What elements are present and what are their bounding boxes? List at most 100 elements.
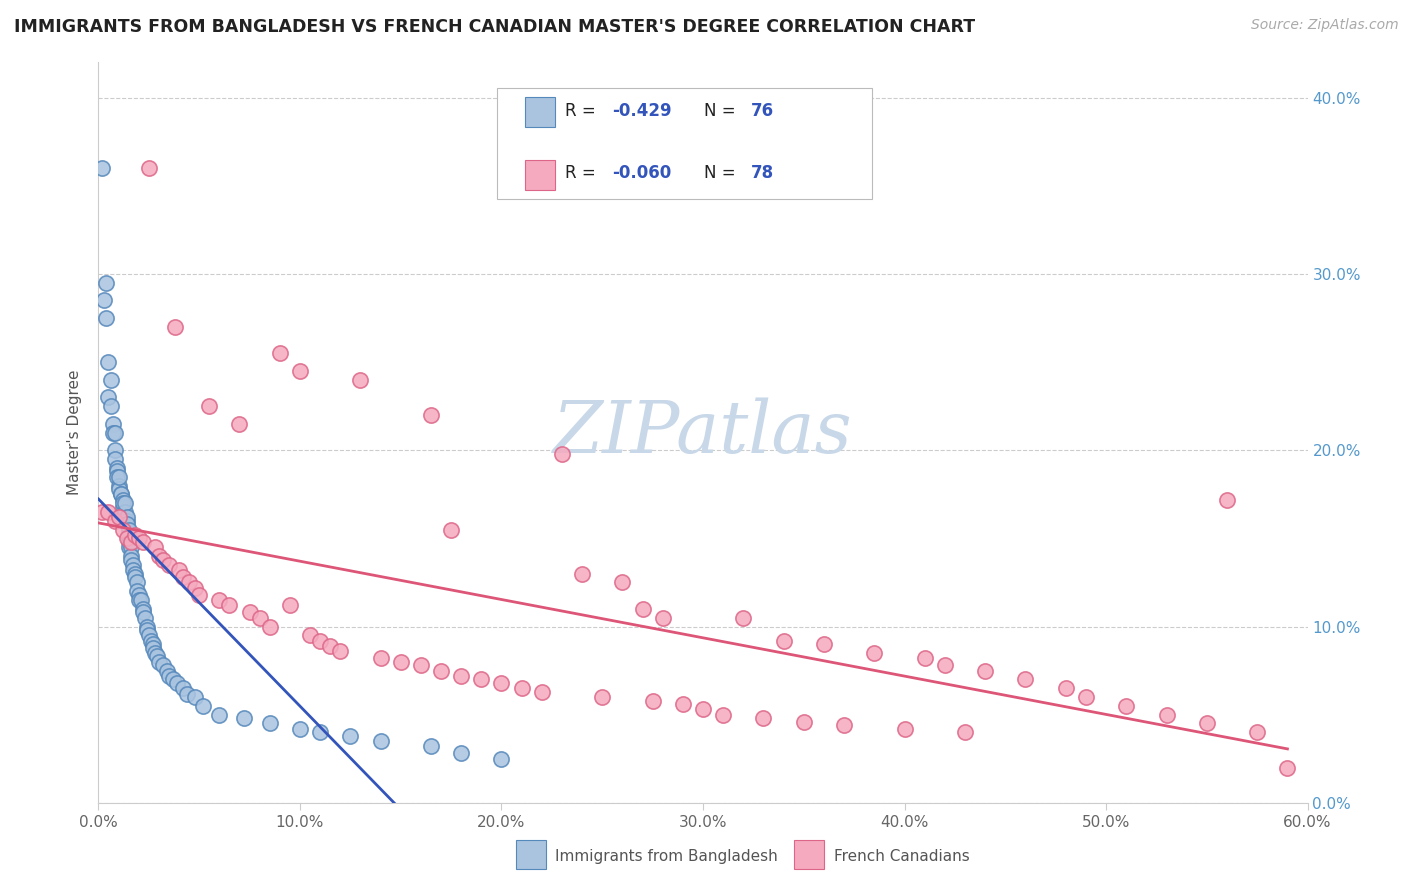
Point [115,514,138,528]
Point [114,496,136,510]
Point [370,651,392,665]
Point [299,628,322,642]
Point [1156,707,1178,722]
Point [121,558,143,572]
Point [1216,492,1239,507]
Point [105,464,128,478]
Point [370,734,392,748]
Point [571,566,593,581]
Point [198,399,221,413]
Point [228,417,250,431]
Point [132,606,155,620]
Point [118,535,141,549]
Point [179,575,201,590]
FancyBboxPatch shape [498,88,872,200]
Point [143,646,166,660]
Point [450,747,472,761]
Point [156,664,179,678]
FancyBboxPatch shape [793,840,824,870]
Point [148,655,170,669]
Point [107,510,129,524]
Point [105,461,128,475]
Text: IMMIGRANTS FROM BANGLADESH VS FRENCH CANADIAN MASTER'S DEGREE CORRELATION CHART: IMMIGRANTS FROM BANGLADESH VS FRENCH CAN… [14,18,976,36]
Point [107,482,129,496]
Point [813,637,835,651]
Point [146,649,169,664]
Point [134,610,156,624]
Point [128,593,150,607]
Point [530,685,553,699]
Text: 76: 76 [751,102,775,120]
Point [692,702,714,716]
Point [218,599,240,613]
Point [100,399,122,413]
Text: ZIPatlas: ZIPatlas [553,397,853,468]
Point [124,528,146,542]
Point [184,581,207,595]
Point [430,664,453,678]
Point [125,584,148,599]
FancyBboxPatch shape [516,840,546,870]
Point [100,373,122,387]
Point [97,505,120,519]
Point [772,633,794,648]
Point [142,637,165,651]
Point [101,417,124,431]
Point [111,496,134,510]
Point [97,390,120,404]
Point [239,606,262,620]
Point [420,739,443,754]
Point [1277,760,1299,774]
Point [103,452,125,467]
Point [138,161,160,176]
Point [863,646,886,660]
Point [914,651,936,665]
Point [1054,681,1077,696]
Point [111,500,134,514]
Point [152,658,174,673]
Text: R =: R = [565,102,602,120]
Point [91,505,114,519]
Point [120,535,142,549]
Point [409,658,432,673]
Point [142,640,165,655]
Point [288,364,311,378]
Point [101,425,124,440]
Point [1115,698,1137,713]
Point [349,373,371,387]
Text: N =: N = [704,164,741,183]
Point [389,655,412,669]
Point [259,716,281,731]
Point [115,532,138,546]
Point [93,293,115,308]
Point [193,698,215,713]
Point [249,610,271,624]
Text: R =: R = [565,164,602,183]
Point [118,532,141,546]
Point [115,517,138,532]
Point [115,510,138,524]
Point [470,673,492,687]
Point [132,602,155,616]
Point [591,690,613,704]
FancyBboxPatch shape [526,97,555,127]
Point [1074,690,1097,704]
Point [176,686,198,700]
Point [832,718,855,732]
Point [450,669,472,683]
Point [157,558,180,572]
Point [135,619,157,633]
Point [309,725,332,739]
Point [1014,673,1036,687]
FancyBboxPatch shape [526,161,555,190]
Text: Source: ZipAtlas.com: Source: ZipAtlas.com [1251,18,1399,32]
Point [269,346,291,360]
Point [138,628,160,642]
Point [121,563,143,577]
Point [107,469,129,483]
Point [172,681,194,696]
Point [162,673,184,687]
Point [124,570,146,584]
Point [167,563,190,577]
Point [110,487,132,501]
